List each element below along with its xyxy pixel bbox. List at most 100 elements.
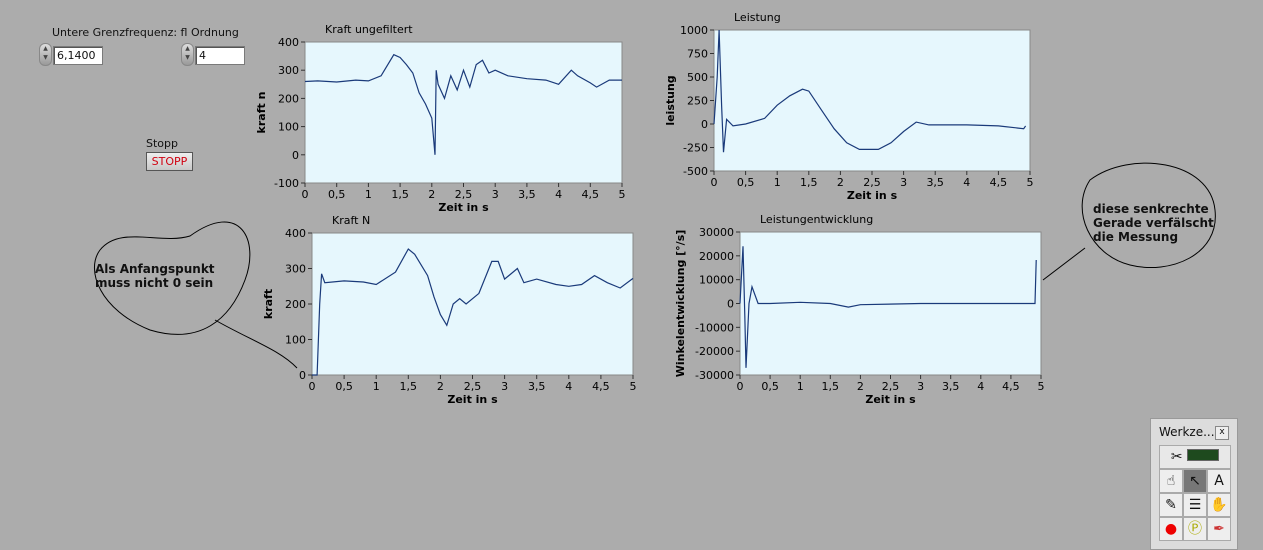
tools-palette[interactable]: Werkze... x ✂ ☝ ↖ A ✎ ☰ ✋ ● Ⓟ ✒ bbox=[1150, 418, 1238, 550]
y-tick-label: 0 bbox=[727, 298, 734, 311]
y-tick-label: 300 bbox=[278, 64, 299, 77]
y-tick-label: -100 bbox=[274, 177, 299, 190]
x-tick-label: 2 bbox=[437, 380, 444, 393]
order-spinner[interactable]: ▲ ▼ bbox=[181, 43, 194, 66]
y-tick-label: 200 bbox=[285, 298, 306, 311]
x-tick-label: 1 bbox=[365, 188, 372, 201]
chart-title: Leistung bbox=[734, 11, 781, 24]
y-tick-label: 0 bbox=[299, 369, 306, 382]
close-icon[interactable]: x bbox=[1215, 426, 1229, 440]
x-tick-label: 5 bbox=[619, 188, 626, 201]
x-tick-label: 1 bbox=[373, 380, 380, 393]
y-tick-label: 10000 bbox=[699, 274, 734, 287]
freq-label: Untere Grenzfrequenz: fl bbox=[52, 26, 188, 39]
y-tick-label: 250 bbox=[687, 95, 708, 108]
plot-area bbox=[304, 41, 623, 184]
x-axis-label: Zeit in s bbox=[447, 393, 498, 406]
y-tick-label: 20000 bbox=[699, 250, 734, 263]
x-tick-label: 2,5 bbox=[882, 380, 900, 393]
annotation-line-right bbox=[1042, 247, 1086, 281]
chart-title: Leistungentwicklung bbox=[760, 213, 873, 226]
pointer-tool-icon[interactable]: ↖ bbox=[1183, 469, 1207, 493]
auto-tool-icon[interactable]: ✂ bbox=[1159, 445, 1231, 469]
annotation-circle-right bbox=[1081, 162, 1216, 269]
y-axis-label: kraft bbox=[262, 289, 275, 319]
charts-layer: Kraft ungefiltert Zeit in s kraft n 0 0,5 1 1,… bbox=[93, 11, 1216, 406]
x-tick-label: 1,5 bbox=[822, 380, 840, 393]
x-tick-label: 4,5 bbox=[990, 176, 1008, 189]
y-tick-label: 0 bbox=[292, 149, 299, 162]
chart-c2: Leistung Zeit in s leistung 0 0,5 1 1,5 2 2,5 3 3,… bbox=[664, 11, 1034, 202]
y-tick-label: 100 bbox=[285, 334, 306, 347]
stop-button[interactable]: STOPP bbox=[146, 152, 193, 171]
x-tick-label: 2,5 bbox=[455, 188, 473, 201]
x-tick-label: 0,5 bbox=[761, 380, 779, 393]
x-tick-label: 0,5 bbox=[737, 176, 755, 189]
x-tick-label: 4,5 bbox=[592, 380, 610, 393]
x-tick-label: 0 bbox=[309, 380, 316, 393]
x-tick-label: 0 bbox=[737, 380, 744, 393]
x-tick-label: 3 bbox=[501, 380, 508, 393]
y-axis-label: kraft n bbox=[255, 92, 268, 134]
series-line bbox=[739, 246, 1037, 368]
x-tick-label: 3,5 bbox=[518, 188, 536, 201]
operate-hand-icon[interactable]: ☝ bbox=[1159, 469, 1183, 493]
chart-title: Kraft N bbox=[332, 214, 370, 227]
x-tick-label: 4,5 bbox=[1002, 380, 1020, 393]
y-tick-label: 100 bbox=[278, 121, 299, 134]
x-tick-label: 4 bbox=[565, 380, 572, 393]
x-tick-label: 1,5 bbox=[391, 188, 409, 201]
x-tick-label: 5 bbox=[1027, 176, 1034, 189]
x-tick-label: 0 bbox=[711, 176, 718, 189]
x-tick-label: 3,5 bbox=[926, 176, 944, 189]
annotation-right: diese senkrechte Gerade verfälscht die M… bbox=[1093, 202, 1214, 244]
x-tick-label: 1,5 bbox=[400, 380, 418, 393]
x-tick-label: 5 bbox=[1038, 380, 1045, 393]
x-axis-label: Zeit in s bbox=[847, 189, 898, 202]
series-line bbox=[304, 53, 622, 155]
annotation-circle-left bbox=[93, 221, 251, 335]
x-tick-label: 4 bbox=[963, 176, 970, 189]
probe-icon[interactable]: Ⓟ bbox=[1183, 517, 1207, 541]
color-picker-icon[interactable]: ✒ bbox=[1207, 517, 1231, 541]
freq-input[interactable]: 6,1400 bbox=[53, 46, 103, 65]
x-tick-label: 1 bbox=[797, 380, 804, 393]
text-tool-icon[interactable]: A bbox=[1207, 469, 1231, 493]
y-tick-label: -500 bbox=[683, 165, 708, 178]
x-tick-label: 1 bbox=[774, 176, 781, 189]
x-tick-label: 0,5 bbox=[335, 380, 353, 393]
x-tick-label: 4 bbox=[555, 188, 562, 201]
x-tick-label: 2 bbox=[857, 380, 864, 393]
y-tick-label: 200 bbox=[278, 92, 299, 105]
x-tick-label: 1,5 bbox=[800, 176, 818, 189]
y-tick-label: 500 bbox=[687, 71, 708, 84]
y-tick-label: -10000 bbox=[695, 321, 734, 334]
y-axis-label: Winkelentwicklung [°/s] bbox=[674, 230, 687, 378]
y-tick-label: 1000 bbox=[680, 24, 708, 37]
x-tick-label: 2 bbox=[837, 176, 844, 189]
x-tick-label: 3 bbox=[917, 380, 924, 393]
x-tick-label: 0,5 bbox=[328, 188, 346, 201]
freq-spinner[interactable]: ▲ ▼ bbox=[39, 43, 52, 66]
x-tick-label: 3,5 bbox=[942, 380, 960, 393]
series-line bbox=[312, 248, 634, 376]
y-tick-label: -30000 bbox=[695, 369, 734, 382]
chart-c1: Kraft ungefiltert Zeit in s kraft n 0 0,5 1 1,… bbox=[255, 23, 626, 214]
breakpoint-icon[interactable]: ● bbox=[1159, 517, 1183, 541]
x-tick-label: 3,5 bbox=[528, 380, 546, 393]
x-tick-label: 0 bbox=[302, 188, 309, 201]
x-axis-label: Zeit in s bbox=[865, 393, 916, 406]
x-tick-label: 3 bbox=[900, 176, 907, 189]
x-tick-label: 5 bbox=[630, 380, 637, 393]
y-axis-label: leistung bbox=[664, 75, 677, 125]
wiring-tool-icon[interactable]: ✎ bbox=[1159, 493, 1183, 517]
order-input[interactable]: 4 bbox=[195, 46, 245, 65]
y-tick-label: 30000 bbox=[699, 226, 734, 239]
x-tick-label: 2,5 bbox=[863, 176, 881, 189]
chart-title: Kraft ungefiltert bbox=[325, 23, 413, 36]
y-tick-label: 0 bbox=[701, 118, 708, 131]
x-tick-label: 4 bbox=[977, 380, 984, 393]
x-tick-label: 2 bbox=[428, 188, 435, 201]
shortcut-menu-icon[interactable]: ☰ bbox=[1183, 493, 1207, 517]
scroll-hand-icon[interactable]: ✋ bbox=[1207, 493, 1231, 517]
